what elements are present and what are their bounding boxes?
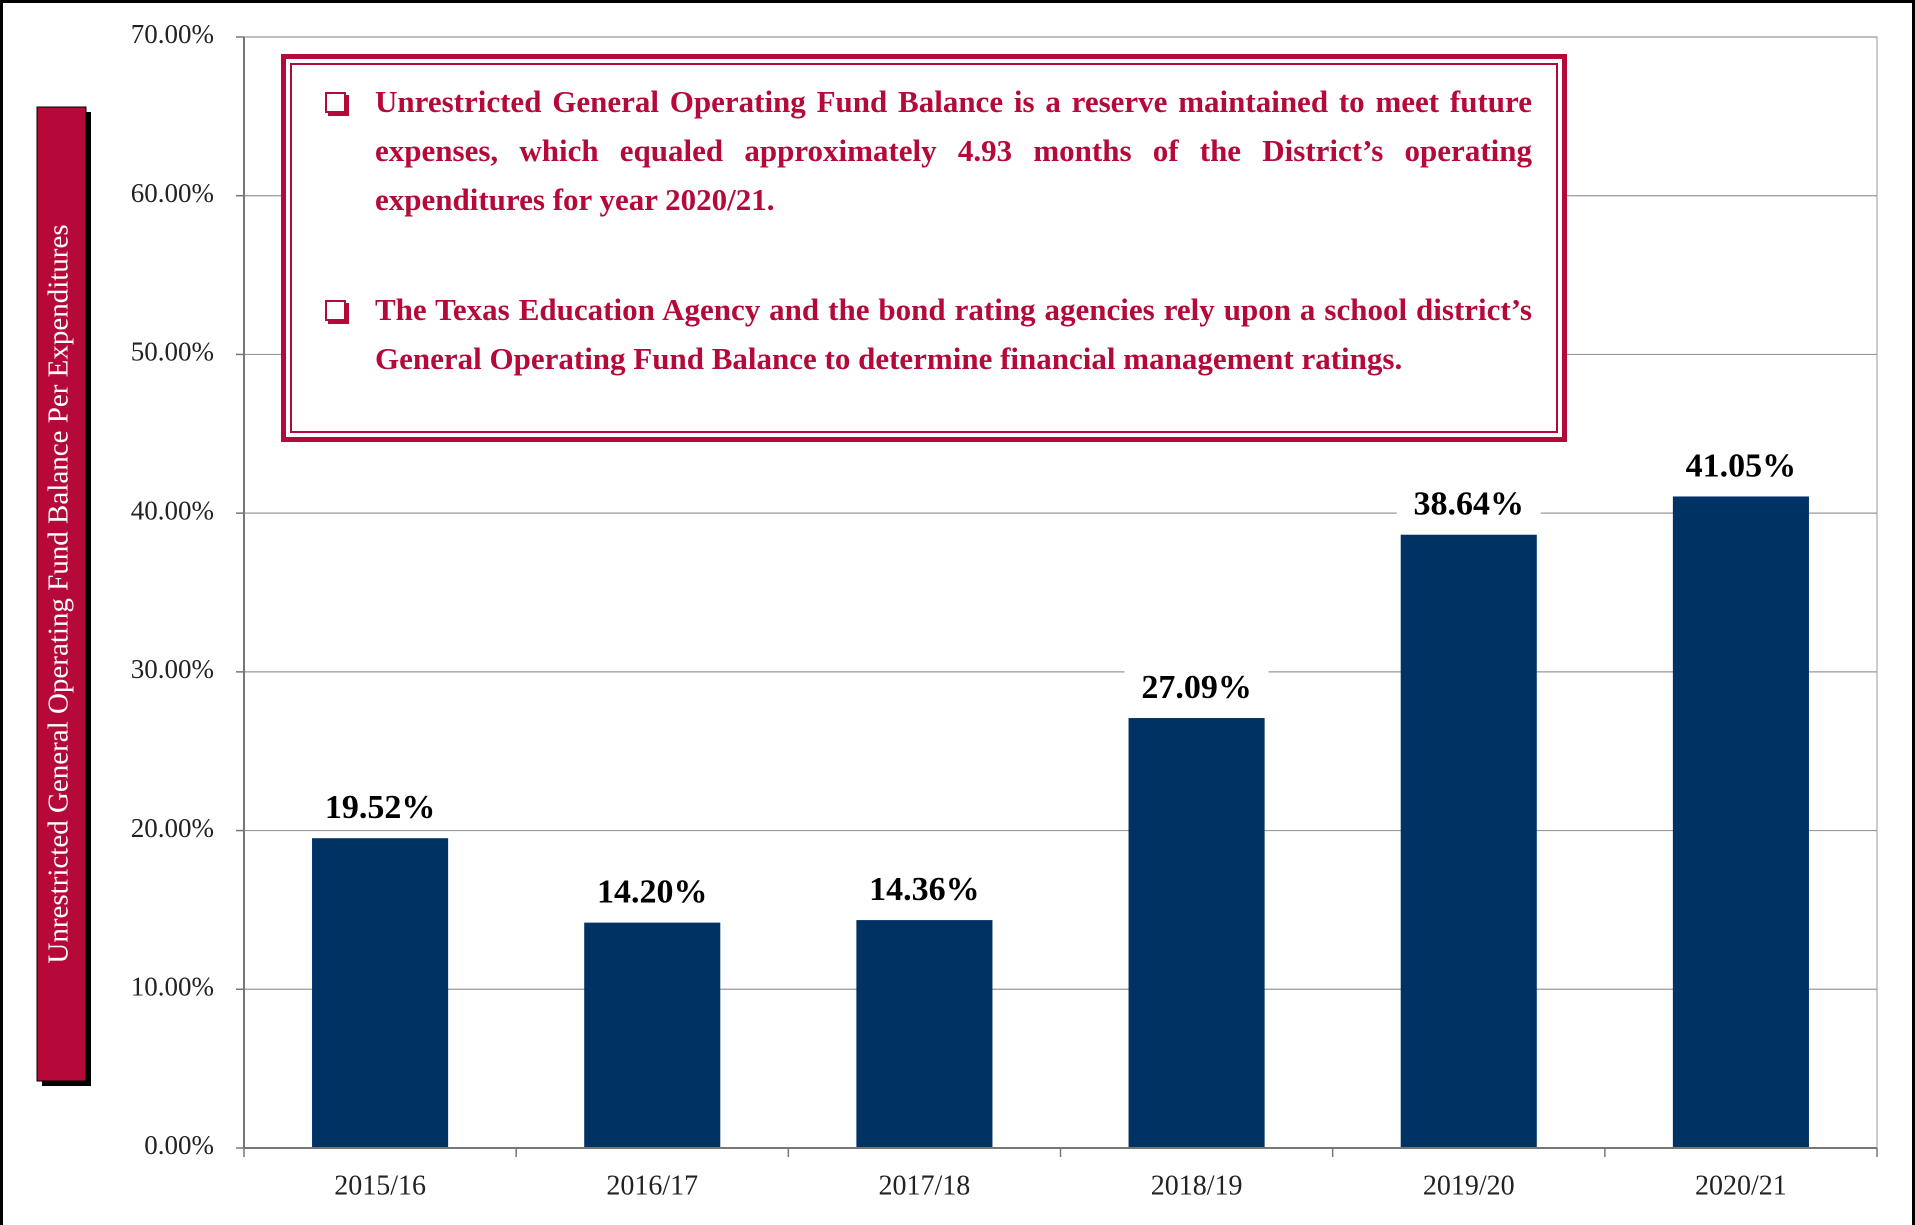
data-label: 27.09% xyxy=(1141,669,1252,706)
y-tick-label: 30.00% xyxy=(131,654,214,684)
bar xyxy=(1672,496,1809,1148)
callout-inner xyxy=(290,63,1558,433)
label-bg xyxy=(1396,486,1541,525)
bar xyxy=(312,838,449,1148)
label-bg xyxy=(852,872,997,911)
label-bg xyxy=(580,874,725,913)
x-tick-label: 2016/17 xyxy=(606,1170,698,1201)
y-tick-label: 50.00% xyxy=(131,337,214,367)
y-label-box xyxy=(36,106,87,1082)
bar xyxy=(1128,718,1265,1148)
data-label: 19.52% xyxy=(325,789,436,826)
y-tick-label: 70.00% xyxy=(131,19,214,49)
x-tick-label: 2015/16 xyxy=(334,1170,426,1201)
x-tick-label: 2019/20 xyxy=(1423,1170,1515,1201)
data-label: 14.36% xyxy=(869,871,980,908)
data-label: 41.05% xyxy=(1686,447,1797,484)
label-bg xyxy=(1668,448,1813,487)
y-tick-label: 20.00% xyxy=(131,813,214,843)
x-tick-label: 2020/21 xyxy=(1695,1170,1787,1201)
y-tick-label: 40.00% xyxy=(131,495,214,525)
callout: Unrestricted General Operating Fund Bala… xyxy=(281,54,1567,442)
label-bg xyxy=(308,790,453,829)
data-label: 38.64% xyxy=(1414,486,1525,523)
y-tick-label: 0.00% xyxy=(144,1130,214,1160)
y-tick-label: 10.00% xyxy=(131,971,214,1001)
y-tick-label: 60.00% xyxy=(131,178,214,208)
annotation: The Texas Education Agency and the bond … xyxy=(323,285,1532,383)
x-tick-label: 2017/18 xyxy=(879,1170,971,1201)
bar xyxy=(584,922,721,1148)
bar xyxy=(1400,534,1537,1148)
y-axis-label: Unrestricted General Operating Fund Bala… xyxy=(43,224,75,963)
label-bg xyxy=(1124,670,1269,709)
bar xyxy=(856,920,993,1148)
x-tick-label: 2018/19 xyxy=(1151,1170,1243,1201)
annotation: Unrestricted General Operating Fund Bala… xyxy=(323,77,1532,224)
data-label: 14.20% xyxy=(597,873,708,910)
